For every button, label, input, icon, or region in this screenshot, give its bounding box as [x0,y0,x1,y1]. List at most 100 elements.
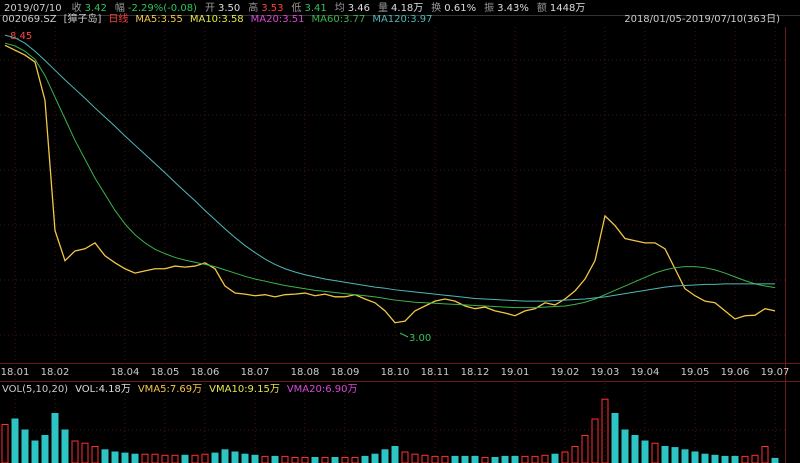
x-tick-label: 18.06 [191,367,220,378]
volume-bar [771,457,779,463]
period: 日线 [108,12,128,25]
volume-bar [601,398,609,463]
volume-bar [571,446,579,463]
x-tick-label: 19.04 [631,367,660,378]
volume-bar [91,446,99,463]
legend-entry: MA5:3.55 [135,14,182,25]
volume-bar [401,451,409,463]
volume-bar [501,455,509,463]
volume-bar [361,455,369,463]
x-tick-label: 18.07 [241,367,270,378]
legend-entry: MA20:3.51 [251,14,305,25]
volume-bar [131,453,139,463]
header-value: 3.41 [305,3,327,14]
volume-bar [491,457,499,463]
header-value: 3.42 [85,3,107,14]
volume-bar [211,452,219,463]
volume-bar [141,453,149,463]
legend-entry: MA120:3.97 [372,14,432,25]
volume-bar [651,442,659,463]
volume-bar [71,440,79,463]
header-value: 3.50 [218,3,240,14]
header-value: -2.29%(-0.08) [128,3,197,14]
volume-bar [761,446,769,463]
volume-title: VOL(5,10,20) [2,384,68,395]
volume-bar [101,449,109,463]
volume-bar [251,454,259,463]
volume-bar [671,447,679,463]
volume-bar [731,455,739,463]
volume-bar [21,429,29,463]
volume-bar [351,457,359,463]
volume-bar [181,454,189,463]
volume-bar [691,451,699,463]
volume-bar [271,455,279,463]
x-tick-label: 18.04 [111,367,140,378]
volume-bar [201,453,209,463]
volume-bar [411,453,419,463]
volume-bar [311,457,319,463]
volume-bar [151,453,159,463]
header-label: 换 [431,1,441,14]
header-label: 开 [205,3,215,14]
volume-bar [321,457,329,463]
volume-bar [481,457,489,463]
x-tick-label: 18.02 [41,367,70,378]
header-label: 振 [484,1,494,14]
header-label: 量 [378,2,388,14]
x-tick-label: 18.01 [1,367,30,378]
volume-bar [231,451,239,463]
ma-line [4,34,775,302]
volume-bar [121,452,129,463]
low-pointer [399,332,409,338]
x-tick-label: 18.05 [151,367,180,378]
volume-bar [391,446,399,463]
x-tick-label: 18.10 [381,367,410,378]
header-label: 高 [248,1,258,14]
header-value: 3.53 [261,3,283,14]
volume-bar [341,457,349,463]
header-label: 均 [335,2,345,14]
volume-bar [581,435,589,463]
volume-bar [631,435,639,463]
volume-bar [711,454,719,463]
low-label: 3.00 [409,333,431,344]
legend-entry: VOL:4.18万 [75,384,131,395]
x-tick-label: 19.02 [551,367,580,378]
header-value: 3.43% [497,3,529,14]
legend-entry: MA10:3.58 [190,14,244,25]
volume-bar [11,418,19,463]
header-value: 0.61% [444,3,476,14]
volume-bar [461,455,469,463]
volume-bar [81,442,89,463]
legend-entry: VMA5:7.69万 [138,384,202,395]
stock-name: [獐子岛] [64,12,102,25]
x-tick-label: 18.12 [461,367,490,378]
header-label: 收 [72,1,82,14]
x-tick-label: 19.01 [501,367,530,378]
volume-bar [661,446,669,463]
volume-bar [241,453,249,463]
volume-bar [561,451,569,463]
header-value: 3.46 [348,3,370,14]
x-tick-label: 18.09 [331,367,360,378]
legend-entry: VMA10:9.15万 [209,384,280,395]
volume-bar [721,455,729,463]
volume-bar [611,413,619,463]
volume-bar [641,440,649,463]
stock-code: 002069.SZ [2,14,57,25]
volume-bar [61,429,69,463]
volume-bar [371,453,379,463]
x-tick-label: 19.05 [681,367,710,378]
header-label: 低 [292,1,302,14]
volume-bar [511,455,519,463]
volume-bar [301,457,309,463]
header-value: 4.18万 [391,3,423,14]
volume-bar [621,429,629,463]
volume-bar [31,440,39,463]
volume-bar [41,435,49,463]
volume-bar [681,449,689,463]
volume-bar [591,418,599,463]
volume-bar [701,453,709,463]
